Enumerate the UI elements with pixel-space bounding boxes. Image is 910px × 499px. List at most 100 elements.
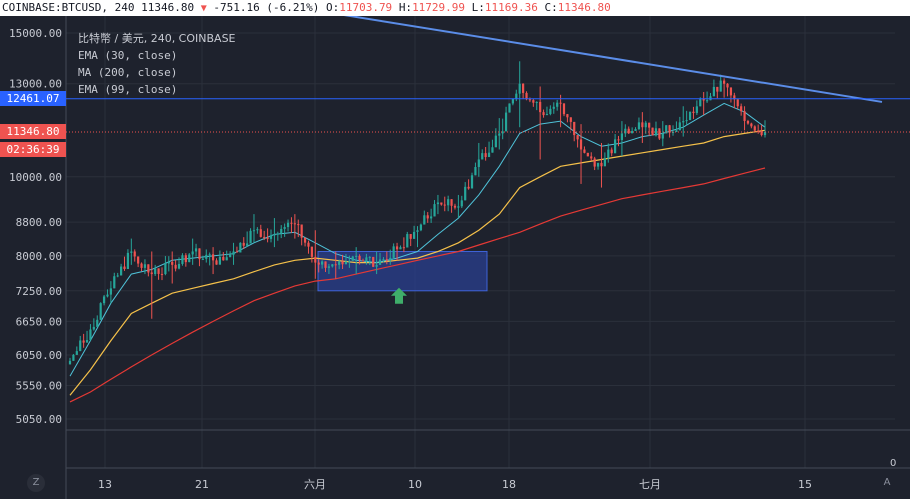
candle-body (440, 202, 443, 205)
candle-body (539, 101, 542, 113)
up-arrow-marker[interactable] (391, 287, 407, 304)
candle-body (559, 102, 562, 104)
candle-body (746, 120, 750, 124)
candle-body (682, 121, 685, 123)
price-axis[interactable]: 15000.00 13000.00 10000.00 8800.00 8000.00 72… (9, 27, 62, 426)
down-triangle-icon: ▼ (200, 3, 207, 14)
candle-body (481, 153, 484, 160)
candle-body (310, 246, 313, 257)
candle-body (705, 100, 709, 102)
candle-body (573, 121, 576, 136)
candle-body (160, 273, 164, 275)
candle-body (658, 128, 661, 139)
candle-body (225, 257, 228, 261)
interval-label[interactable]: 240 (114, 1, 135, 14)
candle-body (675, 130, 678, 133)
candle-body (593, 158, 596, 167)
price-tick-label: 15000.00 (9, 27, 62, 40)
candle-body (119, 266, 123, 276)
symbol-label[interactable]: COINBASE:BTCUSD, (2, 1, 108, 14)
candle-body (474, 167, 477, 176)
candle-body (692, 111, 695, 113)
legend-ma200[interactable]: MA (200, close) (78, 66, 178, 79)
auto-scale-button[interactable]: A (883, 477, 891, 488)
candle-body (116, 275, 119, 277)
resistance-price-tag: 12461.07 (0, 91, 66, 107)
zoom-toggle-button[interactable]: Z (27, 474, 45, 492)
candle-body (126, 252, 130, 270)
candle-body (740, 106, 743, 112)
candle-body (412, 231, 416, 239)
candle-body (96, 319, 99, 327)
candle-body (750, 123, 753, 127)
candle-body (433, 204, 436, 217)
ema99-line[interactable] (69, 129, 766, 396)
candle-body (358, 255, 361, 261)
open-value: 11703.79 (339, 1, 393, 14)
candle-body (702, 99, 705, 101)
last-price-tag: 11346.80 (0, 124, 66, 140)
candle-body (726, 83, 729, 88)
candle-body (314, 256, 317, 263)
legend-title[interactable]: 比特幣 / 美元, 240, COINBASE (78, 32, 236, 45)
candle-body (716, 86, 719, 92)
candle-body (504, 112, 508, 132)
candle-body (501, 131, 504, 134)
candle-body (627, 128, 630, 134)
bar-countdown-tag: 02:36:39 (0, 142, 66, 158)
price-tick-label: 5050.00 (16, 413, 62, 426)
candle-body (99, 303, 102, 320)
candle-body (443, 204, 446, 206)
candle-body (143, 264, 147, 268)
candle-body (416, 230, 419, 232)
candle-body (113, 276, 116, 289)
close-label: C: (544, 1, 558, 14)
candle-body (760, 131, 763, 136)
ma200-line[interactable] (69, 167, 766, 403)
price-tick-label: 5550.00 (16, 380, 62, 393)
legend-ema99[interactable]: EMA (99, close) (78, 83, 178, 96)
candle-body (109, 288, 112, 295)
consolidation-zone[interactable] (317, 250, 488, 292)
open-label: O: (325, 1, 340, 14)
candle-body (106, 294, 109, 297)
resistance-trendline[interactable] (300, 16, 883, 103)
candle-body (348, 260, 351, 262)
candle-body (256, 229, 259, 231)
candle-body (385, 259, 388, 261)
time-axis[interactable]: 13 21 六月 10 18 七月 15 (98, 478, 812, 491)
candle-body (215, 260, 218, 265)
candle-body (351, 256, 354, 261)
time-tick-label: 六月 (304, 478, 326, 491)
candle-body (150, 272, 153, 275)
candle-body (600, 162, 603, 167)
candle-body (286, 222, 290, 228)
candle-body (372, 256, 375, 267)
time-tick-label: 七月 (639, 478, 661, 491)
grid-lines (65, 16, 910, 499)
candle-body (566, 114, 569, 118)
candle-body (532, 100, 535, 103)
candle-body (123, 266, 126, 270)
candle-body (426, 215, 429, 219)
price-tick-label: 13000.00 (9, 78, 62, 91)
candle-body (218, 256, 222, 265)
candle-body (133, 251, 136, 257)
candle-body (460, 200, 463, 207)
candle-body (280, 228, 283, 234)
candle-body (75, 351, 78, 355)
candle-body (246, 243, 249, 246)
legend-ema30[interactable]: EMA (30, close) (78, 49, 178, 62)
candle-body (297, 224, 300, 226)
candle-body (232, 251, 235, 255)
candle-body (167, 261, 170, 264)
candle-body (576, 135, 579, 140)
candle-body (382, 259, 385, 261)
candle-body (644, 122, 647, 128)
candle-body (355, 255, 358, 257)
candle-body (603, 158, 606, 167)
candle-body (712, 86, 716, 97)
candle-body (361, 260, 365, 262)
candle-body (511, 98, 514, 104)
candle-body (535, 101, 538, 103)
